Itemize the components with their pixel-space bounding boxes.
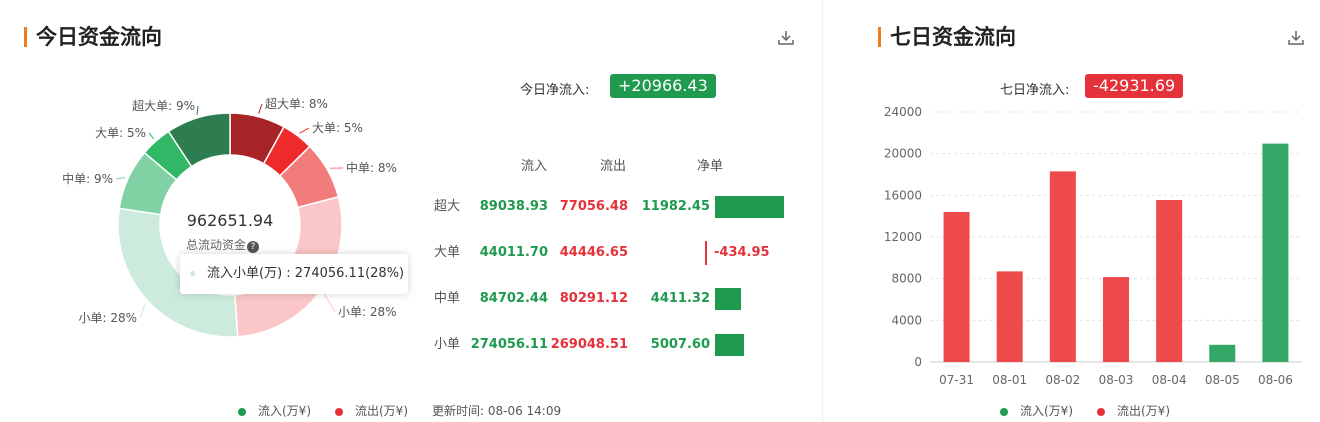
x-tick-label: 08-02 [1045, 373, 1080, 387]
download-icon[interactable] [776, 28, 796, 48]
table-row: 中单 84702.44 80291.12 4411.32 [434, 287, 814, 311]
bar[interactable] [943, 212, 970, 362]
label-leader-line [258, 103, 263, 114]
bar[interactable] [996, 271, 1023, 362]
total-value: 962651.94 [186, 211, 274, 230]
divider [822, 0, 823, 422]
seven-day-title: 七日资金流向 [878, 24, 1016, 50]
seven-day-legend: 流入(万¥) 流出(万¥) [1000, 402, 1170, 419]
label-leader-line [148, 132, 155, 140]
net-value: 11982.45 [641, 199, 710, 214]
download-icon[interactable] [1286, 28, 1306, 48]
row-label: 中单 [434, 291, 461, 306]
tooltip-text: 流入小单(万) : 274056.11(28%) [207, 266, 405, 281]
bar-chart: 0 4000 8000 12000 16000 20000 24000 07-31 08-01 0… [884, 105, 1302, 387]
total-label-text: 总流动资金 [186, 238, 247, 252]
bar[interactable] [1209, 344, 1236, 362]
today-fund-flow-panel: 今日资金流向 今日净流入: +20966.43 超大单: 8% 大单: 5% 中单:… [24, 24, 814, 419]
today-legend: 流入(万¥) 流出(万¥) 更新时间: 08-06 14:09 [238, 402, 561, 419]
label-leader-line [196, 105, 199, 115]
inflow-value: 274056.11 [470, 337, 548, 352]
legend-inflow[interactable]: 流入(万¥) [238, 402, 311, 419]
y-tick-label: 12000 [884, 230, 922, 244]
row-label: 超大 [434, 199, 461, 214]
y-tick-label: 8000 [891, 272, 922, 286]
bar[interactable] [1103, 277, 1129, 362]
seven-day-fund-flow-panel: 七日资金流向 七日净流入: -42931.69 0 4000 8000 12000 16… [850, 0, 1320, 422]
label-leader-line [115, 176, 126, 180]
donut-slice[interactable] [167, 112, 231, 168]
net-bar [715, 334, 745, 356]
outflow-value: 80291.12 [559, 291, 628, 306]
net-value: -434.95 [714, 245, 770, 260]
outflow-value: 77056.48 [559, 199, 628, 214]
x-tick-label: 08-05 [1205, 373, 1240, 387]
x-tick-label: 08-01 [992, 373, 1027, 387]
net-value: 5007.60 [650, 337, 710, 352]
row-label: 小单 [434, 337, 461, 352]
y-tick-label: 16000 [884, 188, 922, 202]
today-net-label: 今日净流入: [520, 83, 590, 98]
table-row: 大单 44011.70 44446.65 -434.95 [434, 241, 814, 265]
table-row: 超大 89038.93 77056.48 11982.45 [434, 195, 814, 219]
outflow-value: 269048.51 [550, 337, 628, 352]
inflow-value: 89038.93 [479, 199, 548, 214]
y-tick-label: 24000 [884, 105, 922, 119]
seven-day-net-value: -42931.69 [1085, 74, 1184, 98]
slice-label: 小单: 28% [338, 305, 397, 319]
header-inflow: 流入 [521, 159, 548, 174]
bar[interactable] [1262, 143, 1289, 362]
header-net: 净单 [697, 159, 724, 174]
legend-inflow[interactable]: 流入(万¥) [1000, 402, 1073, 419]
label-leader-line [139, 302, 146, 319]
slice-label: 大单: 5% [95, 126, 146, 140]
update-time: 更新时间: 08-06 14:09 [432, 404, 562, 418]
y-tick-label: 20000 [884, 147, 922, 161]
today-net-value: +20966.43 [610, 74, 716, 98]
x-tick-label: 08-03 [1099, 373, 1134, 387]
slice-label: 中单: 9% [62, 171, 113, 186]
y-tick-label: 0 [914, 355, 922, 369]
outflow-value: 44446.65 [559, 245, 628, 260]
y-tick-label: 4000 [891, 313, 922, 327]
label-leader-line [322, 291, 336, 313]
today-title: 今日资金流向 [24, 24, 162, 50]
label-leader-line [299, 127, 310, 134]
header-outflow: 流出 [600, 159, 627, 174]
net-bar [715, 196, 785, 218]
x-tick-label: 08-04 [1152, 373, 1187, 387]
x-tick-label: 08-06 [1258, 373, 1293, 387]
tooltip-dot-icon [190, 271, 195, 276]
question-circle-icon[interactable]: ? [247, 241, 260, 253]
x-tick-label: 07-31 [939, 373, 974, 387]
bar[interactable] [1049, 171, 1076, 362]
net-value: 4411.32 [650, 291, 710, 306]
inflow-value: 84702.44 [479, 291, 548, 306]
slice-label: 超大单: 8% [265, 96, 328, 111]
table-row: 小单 274056.11 269048.51 5007.60 [434, 333, 814, 357]
seven-day-net-label: 七日净流入: [1000, 83, 1070, 98]
legend-outflow[interactable]: 流出(万¥) [335, 402, 408, 419]
slice-label: 大单: 5% [312, 121, 363, 135]
net-bar [715, 288, 741, 310]
donut-chart: 超大单: 8% 大单: 5% 中单: 8% 小单: 28% 小单: 28% 中单: 9% 大… [62, 96, 397, 338]
inflow-value: 44011.70 [479, 245, 548, 260]
total-label: 总流动资金? [186, 236, 260, 253]
net-bar [705, 241, 707, 265]
tooltip: 流入小单(万) : 274056.11(28%) [180, 254, 408, 294]
slice-label: 中单: 8% [346, 160, 397, 175]
row-label: 大单 [434, 245, 461, 260]
slice-label: 小单: 28% [78, 311, 137, 325]
bar[interactable] [1156, 200, 1183, 362]
legend-outflow[interactable]: 流出(万¥) [1097, 402, 1170, 419]
slice-label: 超大单: 9% [132, 98, 195, 113]
